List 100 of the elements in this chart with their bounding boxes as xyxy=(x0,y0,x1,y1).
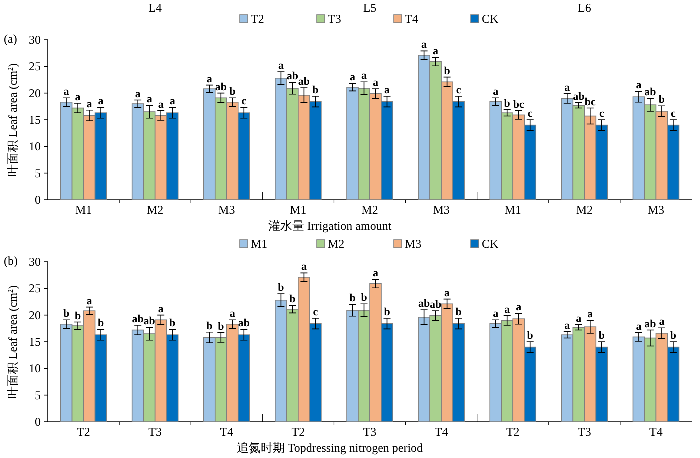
data-label: a xyxy=(564,82,571,94)
y-tick-label: 0 xyxy=(35,415,41,429)
y-tick-label: 30 xyxy=(29,255,41,269)
data-label: b xyxy=(350,292,356,305)
x-tick-label: T4 xyxy=(220,425,234,439)
data-label: a xyxy=(493,308,500,320)
text: L5 xyxy=(363,1,377,15)
y-tick-label: 20 xyxy=(29,308,41,322)
data-label: b xyxy=(278,282,284,294)
y-tick-label: 20 xyxy=(29,86,41,100)
data-label: a xyxy=(636,320,642,333)
legend-label: CK xyxy=(482,12,500,26)
data-label: a xyxy=(433,46,440,58)
data-label: a xyxy=(98,96,104,108)
data-label: ab xyxy=(573,90,585,103)
data-label: a xyxy=(278,60,284,72)
legend-label: M1 xyxy=(251,237,268,251)
y-tick-label: 10 xyxy=(29,362,41,376)
legend-label: T2 xyxy=(251,12,264,26)
data-label: b xyxy=(598,330,605,342)
data-label: a xyxy=(362,70,368,82)
x-tick-label: T3 xyxy=(363,425,377,439)
data-label: b xyxy=(218,320,224,333)
data-label: a xyxy=(206,73,213,86)
x-tick-label: M1 xyxy=(290,203,307,217)
data-label: ab xyxy=(418,298,430,310)
data-label: b xyxy=(456,306,462,319)
data-label: b xyxy=(206,320,213,332)
x-tick-label: T4 xyxy=(650,425,663,439)
data-label: b xyxy=(230,86,236,98)
data-label: b xyxy=(658,94,666,106)
data-label: a xyxy=(576,312,582,325)
x-tick-label: M1 xyxy=(75,203,92,217)
data-label: a xyxy=(301,261,308,274)
data-label: a xyxy=(135,88,142,100)
data-label: b xyxy=(63,308,70,320)
data-label: ab xyxy=(644,318,656,330)
data-label: a xyxy=(373,268,379,280)
data-label: c xyxy=(242,96,247,108)
x-tick-label: M1 xyxy=(504,203,522,217)
data-label: b xyxy=(670,330,677,342)
x-tick-label: T2 xyxy=(506,425,520,439)
legend-label: M2 xyxy=(328,237,345,251)
x-tick-label: M3 xyxy=(433,203,450,217)
data-label: bc xyxy=(584,96,596,108)
data-label: ab xyxy=(644,86,656,99)
data-label: a xyxy=(504,304,511,316)
data-label: a xyxy=(230,308,236,320)
data-label: a xyxy=(170,96,176,108)
x-tick-label: T3 xyxy=(148,425,162,439)
data-label: b xyxy=(98,318,104,330)
data-label: ab xyxy=(286,70,299,83)
y-tick-label: 15 xyxy=(29,335,41,349)
x-tick-label: T4 xyxy=(434,425,448,439)
x-tick-label: M2 xyxy=(362,203,378,217)
x-tick-label: M3 xyxy=(648,203,665,217)
data-label: b xyxy=(74,310,82,322)
data-label: a xyxy=(564,320,571,332)
data-label: b xyxy=(504,98,510,110)
data-label: c xyxy=(528,108,533,120)
y-tick-label: 0 xyxy=(35,193,41,207)
data-label: a xyxy=(444,287,451,300)
data-label: a xyxy=(384,84,390,97)
data-label: b xyxy=(384,306,390,319)
y-tick-label: 15 xyxy=(29,113,41,127)
x-tick-label: T3 xyxy=(578,425,592,439)
chart-title: (b) xyxy=(4,254,18,268)
data-label: b xyxy=(444,65,450,78)
text: L4 xyxy=(148,1,162,15)
data-label: a xyxy=(86,98,93,110)
data-label: a xyxy=(373,77,379,90)
x-tick-label: M3 xyxy=(218,203,236,217)
data-label: ab xyxy=(132,313,144,326)
y-tick-label: 5 xyxy=(35,166,41,180)
data-label: c xyxy=(313,306,318,319)
data-label: ab xyxy=(238,318,250,330)
data-label: a xyxy=(64,86,70,98)
x-tick-label: M2 xyxy=(146,203,164,217)
data-label: a xyxy=(86,295,93,308)
legend-label: M3 xyxy=(405,237,422,251)
y-tick-label: 25 xyxy=(29,282,41,296)
x-tick-label: T2 xyxy=(292,425,306,439)
data-label: c xyxy=(599,108,604,120)
data-label: b xyxy=(361,292,368,304)
data-label: b xyxy=(290,294,296,306)
x-axis-title: 灌水量 Irrigation amount xyxy=(268,219,392,233)
data-label: bc xyxy=(513,98,524,111)
data-label: ab xyxy=(144,316,156,328)
data-label: c xyxy=(456,84,462,97)
data-label: b xyxy=(527,330,534,342)
y-tick-label: 10 xyxy=(29,140,41,154)
legend-label: T4 xyxy=(405,12,418,26)
x-tick-label: M2 xyxy=(576,203,594,217)
legend-label: CK xyxy=(482,237,500,251)
y-tick-label: 25 xyxy=(29,60,41,74)
data-label: a xyxy=(146,94,153,106)
data-label: a xyxy=(588,308,594,321)
x-axis-title: 追氮时期 Topdressing nitrogen period xyxy=(236,441,424,455)
data-label: b xyxy=(170,318,176,330)
data-label: ab xyxy=(215,81,227,94)
